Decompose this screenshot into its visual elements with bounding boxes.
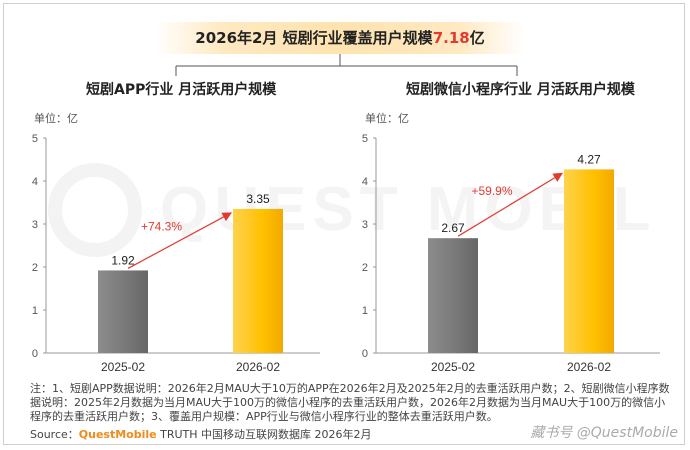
chart-1-value-label-1: 1.92: [111, 253, 135, 267]
headline-banner: 2026年2月 短剧行业覆盖用户规模7.18亿: [155, 22, 525, 54]
source-rest: TRUTH 中国移动互联网数据库 2026年2月: [156, 428, 372, 441]
chart-1-y-tick-label: 2: [32, 262, 38, 274]
chart-2-y-tick-label: 0: [362, 348, 368, 360]
chart-1-y-tick-label: 4: [32, 176, 38, 188]
chart-1-growth-arrow: [127, 212, 233, 269]
chart-1-bar-2: [233, 208, 283, 353]
chart-2-growth-arrow: [457, 172, 564, 237]
chart-2-y-tick-label: 2: [362, 262, 368, 274]
banner-suffix: 亿: [469, 29, 485, 47]
chart-1-y-tick-label: 5: [32, 133, 38, 145]
chart-1-category-label-1: 2025-02: [101, 360, 145, 374]
chart-2-y-tick-label: 1: [362, 305, 368, 317]
chart-2-category-label-2: 2026-02: [567, 360, 611, 374]
footer-logo-prefix: 藏书号: [530, 425, 573, 441]
chart-2-bar-1: [428, 238, 478, 353]
footer-logo-text: @QuestMobile: [576, 425, 678, 441]
source-line: Source：QuestMobile TRUTH 中国移动互联网数据库 2026…: [30, 426, 372, 442]
chart-2-value-label-1: 2.67: [441, 221, 465, 235]
chart-1-y-tick-label: 3: [32, 219, 38, 231]
footer-logo: 藏书号 @QuestMobile: [530, 422, 678, 442]
chart-1-bar-1: [98, 270, 148, 353]
banner-prefix: 2026年2月 短剧行业覆盖用户规模: [195, 29, 433, 47]
chart-1-unit: 单位：亿: [34, 112, 78, 125]
source-prefix: Source：: [30, 428, 79, 441]
chart-2-category-label-1: 2025-02: [431, 360, 475, 374]
chart-1-value-label-2: 3.35: [246, 192, 270, 206]
chart-2-growth-label: +59.9%: [471, 184, 512, 198]
figure-frame: [3, 3, 685, 445]
chart-1-category-label-2: 2026-02: [236, 360, 280, 374]
source-brand: QuestMobile: [78, 428, 157, 441]
chart-2-title: 短剧微信小程序行业 月活跃用户规模: [406, 82, 635, 98]
chart-2-y-tick-label: 5: [362, 133, 368, 145]
chart-2-unit: 单位：亿: [365, 112, 409, 125]
chart-2-y-tick-label: 4: [362, 176, 368, 188]
chart-2-value-label-2: 4.27: [577, 152, 601, 166]
chart-1-y-tick-label: 1: [32, 305, 38, 317]
chart-1-growth-label: +74.3%: [141, 220, 182, 234]
banner-highlight: 7.18: [432, 29, 470, 47]
footnotes: 注：1、短剧APP数据说明：2026年2月MAU大于10万的APP在2026年2…: [30, 382, 670, 423]
chart-1-y-tick-label: 0: [32, 348, 38, 360]
chart-2-bar-2: [564, 169, 614, 353]
chart-2-y-tick-label: 3: [362, 219, 368, 231]
chart-1-title: 短剧APP行业 月活跃用户规模: [86, 82, 277, 98]
